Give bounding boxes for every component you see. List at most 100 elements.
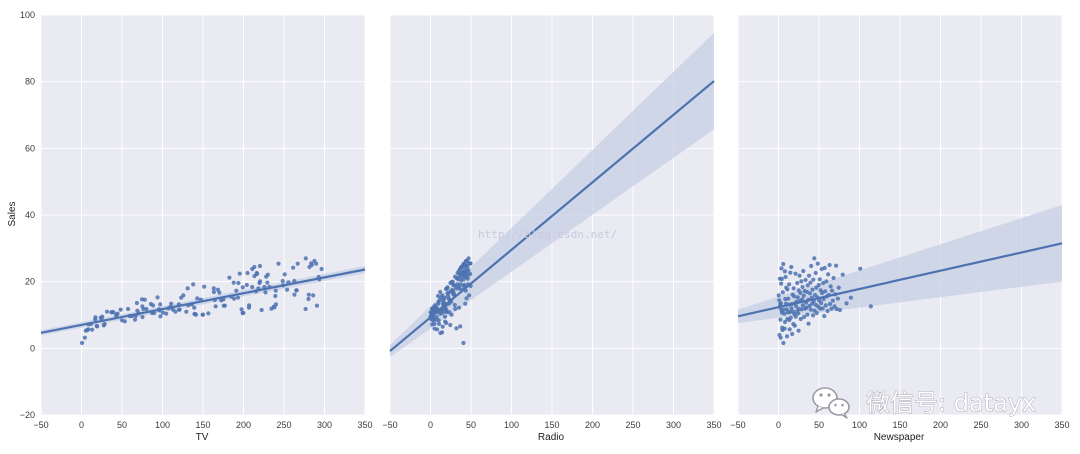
- y-tick-label: 100: [20, 10, 35, 20]
- x-tick-label: 150: [544, 420, 559, 430]
- x-tick-label: 0: [776, 420, 781, 430]
- data-point: [463, 301, 468, 306]
- data-point: [792, 323, 797, 328]
- panel-tv: −50 0 50 100 150 200 250 300 350: [33, 14, 373, 430]
- data-point: [779, 266, 784, 271]
- data-point: [236, 280, 241, 286]
- data-point: [840, 272, 845, 277]
- data-point: [155, 295, 160, 300]
- data-point: [202, 284, 207, 289]
- data-point: [144, 306, 149, 312]
- data-point: [252, 264, 257, 270]
- data-point: [815, 261, 820, 266]
- data-point: [782, 319, 788, 325]
- x-tick-label: 0: [79, 420, 84, 430]
- data-point: [115, 311, 120, 316]
- data-point: [217, 290, 222, 295]
- data-point: [827, 262, 832, 268]
- x-tick-label: 350: [706, 420, 721, 430]
- data-point: [798, 316, 803, 322]
- data-point: [232, 296, 237, 301]
- data-point: [796, 311, 801, 316]
- data-point: [787, 327, 792, 332]
- x-tick-label: −50: [730, 420, 745, 430]
- data-point: [826, 272, 831, 277]
- data-point: [102, 321, 107, 327]
- data-point: [828, 284, 833, 289]
- data-point: [844, 301, 849, 306]
- data-point: [206, 311, 211, 316]
- data-point: [825, 308, 830, 314]
- data-point: [291, 265, 296, 270]
- data-point: [82, 335, 87, 340]
- data-point: [237, 271, 242, 276]
- data-point: [858, 266, 863, 271]
- data-point: [104, 309, 110, 314]
- data-point: [781, 261, 786, 267]
- wechat-logo-icon: [812, 387, 850, 419]
- data-point: [778, 281, 784, 286]
- data-point: [438, 289, 443, 295]
- data-point: [440, 324, 445, 329]
- data-point: [273, 293, 278, 299]
- x-axis-label-tv: TV: [196, 432, 209, 443]
- data-point: [280, 278, 285, 284]
- data-point: [442, 314, 448, 319]
- data-point: [461, 340, 466, 346]
- y-tick-label: 0: [30, 343, 35, 353]
- data-point: [244, 282, 249, 288]
- data-point: [795, 280, 800, 286]
- data-point: [817, 277, 822, 282]
- data-point: [801, 293, 806, 298]
- data-point: [786, 296, 791, 301]
- regression-line-newspaper: [737, 242, 1063, 318]
- x-tick-label: 300: [317, 420, 332, 430]
- data-point: [282, 272, 287, 277]
- data-point: [837, 307, 842, 313]
- data-point: [314, 303, 320, 308]
- data-point: [93, 315, 98, 320]
- x-tick-label: 100: [155, 420, 170, 430]
- data-point: [790, 331, 795, 337]
- data-point: [805, 312, 810, 317]
- data-point: [814, 310, 819, 316]
- data-point: [444, 320, 449, 326]
- data-point: [250, 284, 255, 290]
- data-point: [782, 311, 787, 316]
- data-point: [788, 270, 793, 275]
- data-point: [456, 305, 462, 310]
- data-point: [265, 280, 270, 285]
- data-point: [436, 318, 441, 323]
- data-point: [435, 327, 440, 332]
- data-point: [829, 288, 835, 293]
- data-point: [449, 312, 454, 317]
- data-point: [807, 303, 812, 309]
- data-point: [811, 277, 816, 282]
- data-point: [90, 327, 95, 332]
- x-tick-label: −50: [382, 420, 397, 430]
- data-point: [778, 301, 783, 306]
- data-point: [241, 310, 246, 316]
- data-point: [434, 314, 439, 320]
- data-point: [798, 290, 803, 296]
- data-point: [468, 271, 473, 277]
- data-point: [797, 273, 802, 278]
- data-point: [294, 288, 299, 293]
- data-point: [800, 284, 805, 290]
- x-tick-label: 100: [504, 420, 519, 430]
- data-point: [164, 311, 169, 316]
- data-point: [781, 340, 786, 346]
- data-point: [466, 256, 471, 261]
- data-point: [831, 275, 836, 281]
- data-point: [454, 326, 459, 331]
- data-point: [231, 280, 236, 285]
- x-tick-label: 150: [892, 420, 907, 430]
- data-point: [436, 321, 442, 327]
- panel-newspaper: −50 0 50 100 150 200 250 300 350: [730, 14, 1070, 430]
- data-point: [793, 314, 798, 319]
- data-point: [467, 293, 472, 298]
- data-point: [448, 322, 453, 328]
- x-tick-label: 100: [852, 420, 867, 430]
- data-point: [257, 263, 263, 269]
- data-point: [158, 314, 163, 319]
